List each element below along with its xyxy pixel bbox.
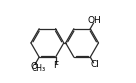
Text: F: F	[53, 61, 58, 70]
Text: CH₃: CH₃	[32, 64, 46, 73]
Text: O: O	[30, 62, 37, 71]
Text: OH: OH	[88, 16, 102, 25]
Text: Cl: Cl	[91, 60, 99, 69]
